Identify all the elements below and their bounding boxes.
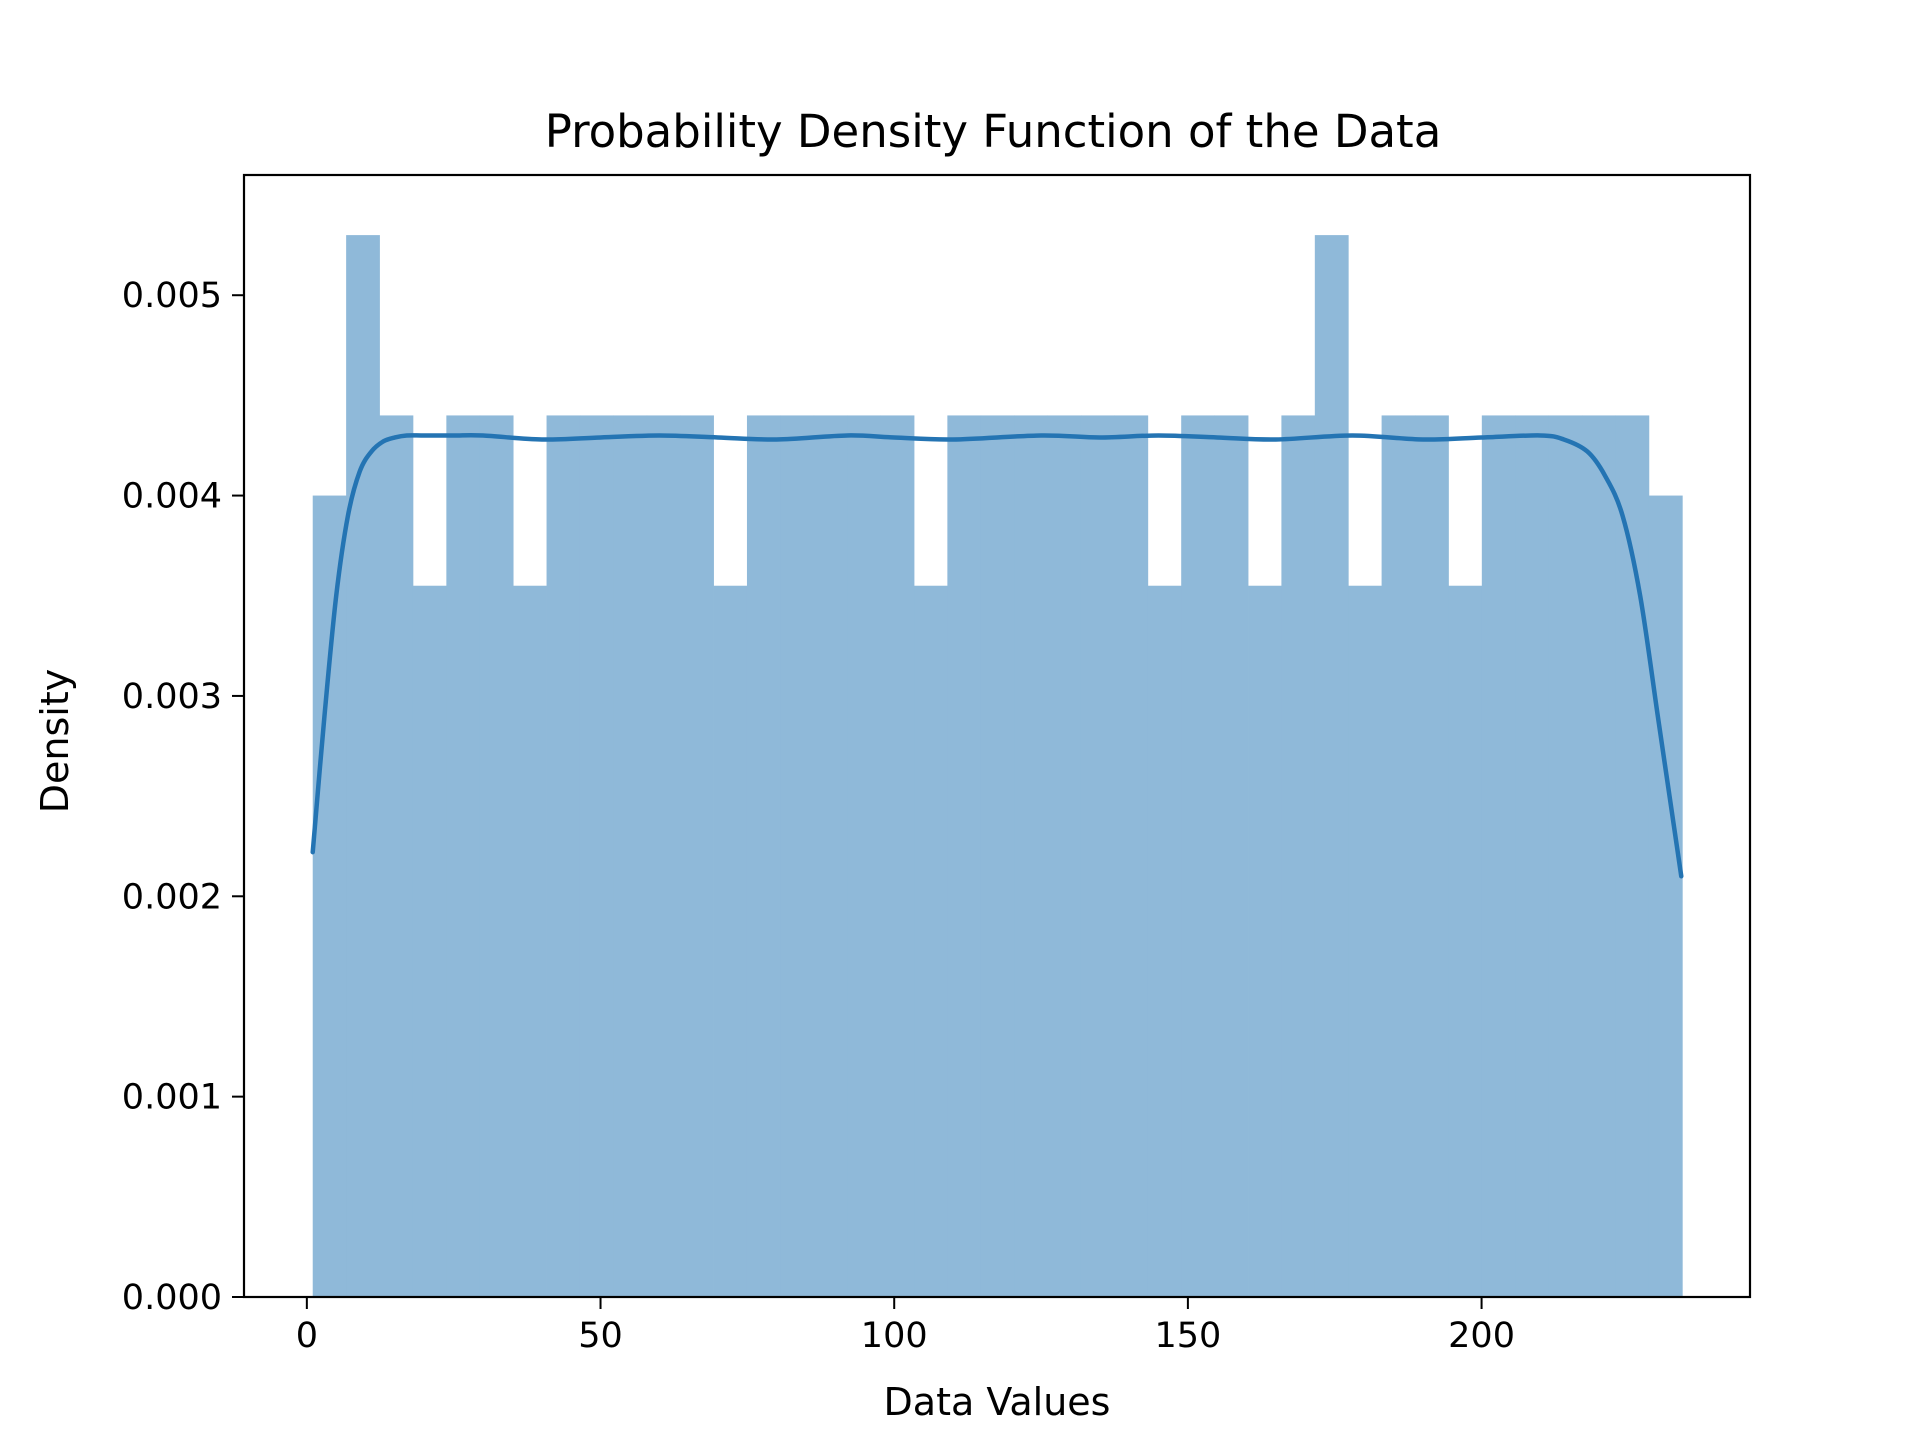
x-tick-label: 50 [578, 1316, 623, 1356]
kde-curve-group [310, 432, 1684, 879]
x-tick-label: 100 [861, 1316, 928, 1356]
histogram-bar [379, 415, 414, 1297]
histogram-bar [1214, 415, 1249, 1297]
y-tick-label: 0.002 [122, 877, 222, 917]
histogram-bar [1381, 415, 1416, 1297]
y-axis-label: Density [33, 669, 77, 813]
x-tick-label: 0 [296, 1316, 318, 1356]
x-axis-label: Data Values [884, 1380, 1111, 1424]
histogram-bar [1147, 585, 1182, 1297]
plot-frame [242, 173, 1752, 1299]
y-tick-label: 0.000 [122, 1278, 222, 1318]
histogram-bar [346, 235, 380, 1297]
histogram-bar [880, 415, 915, 1297]
histogram-bar [713, 585, 748, 1297]
histogram-bar [680, 415, 714, 1297]
histogram-bar [1314, 235, 1349, 1297]
histogram-bars [312, 235, 1683, 1298]
y-tick-label: 0.004 [122, 477, 222, 517]
histogram-bar [1014, 415, 1048, 1297]
histogram-bar [813, 415, 848, 1297]
histogram-bar [1448, 585, 1483, 1297]
x-tick-label: 200 [1448, 1316, 1515, 1356]
histogram-bar [780, 415, 815, 1297]
histogram-bar [579, 415, 614, 1297]
y-tick-label: 0.001 [122, 1078, 222, 1118]
histogram-bar [1281, 415, 1316, 1297]
histogram-bar [312, 495, 347, 1298]
histogram-bar [546, 415, 581, 1297]
histogram-bar [1080, 415, 1115, 1297]
histogram-bar [646, 415, 681, 1297]
histogram-bar [513, 585, 547, 1297]
histogram-bar [1481, 415, 1516, 1297]
histogram-bar [947, 415, 982, 1297]
histogram-bar [479, 415, 514, 1297]
histogram-bar [980, 415, 1015, 1297]
histogram-bar [1548, 415, 1583, 1297]
histogram-bar [412, 585, 447, 1297]
y-tick-label: 0.003 [122, 677, 222, 717]
x-tick-label: 150 [1154, 1316, 1221, 1356]
histogram-bar [1114, 415, 1149, 1297]
x-axis-ticks: 0 50 100 150 200 [296, 1297, 1515, 1356]
histogram-bar [847, 415, 881, 1297]
y-axis-ticks: 0.000 0.001 0.002 0.003 0.004 0.005 [122, 276, 244, 1318]
histogram-bar [746, 415, 781, 1297]
histogram-bar [1515, 415, 1550, 1297]
histogram-bar [1648, 495, 1683, 1298]
chart-title: Probability Density Function of the Data [545, 105, 1442, 158]
histogram-bar [914, 585, 948, 1297]
histogram-bar [1582, 415, 1616, 1297]
kde-line [310, 432, 1684, 879]
histogram-bar [613, 415, 648, 1297]
histogram-bar [1181, 415, 1216, 1297]
histogram-bar [1415, 415, 1449, 1297]
histogram-bar [446, 415, 481, 1297]
y-tick-label: 0.005 [122, 276, 222, 316]
histogram-bar [1248, 585, 1282, 1297]
histogram-bar [1348, 585, 1383, 1297]
histogram-bar [1047, 415, 1082, 1297]
